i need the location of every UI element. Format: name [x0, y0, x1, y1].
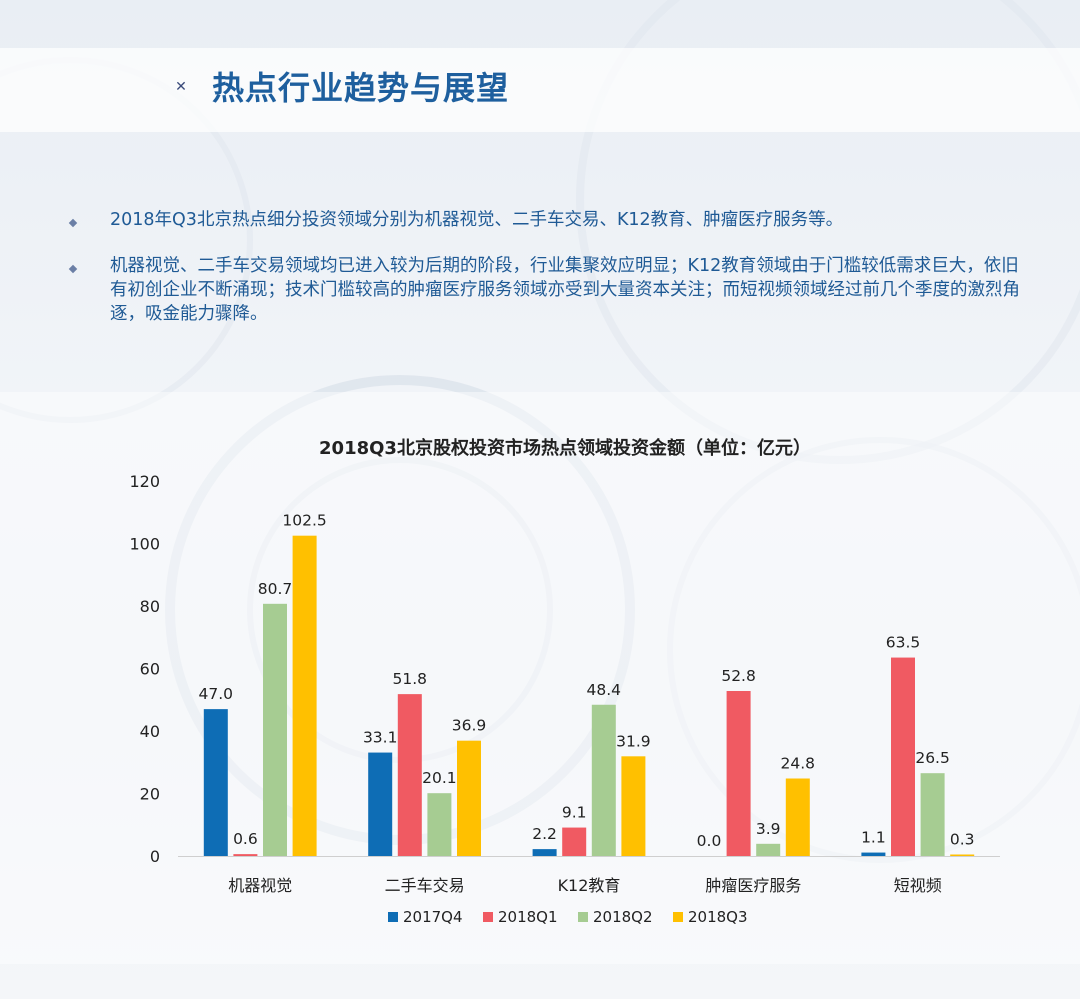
data-label: 52.8: [721, 667, 756, 685]
legend-label: 2017Q4: [403, 908, 463, 926]
data-label: 20.1: [422, 769, 457, 787]
category-label: 短视频: [894, 876, 942, 895]
data-label: 102.5: [282, 512, 326, 530]
bar: [785, 778, 810, 856]
category-label: 机器视觉: [228, 876, 292, 895]
bar: [756, 843, 781, 856]
value-labels: 47.0 0.6 80.7 102.5 33.1 51.8 20.1 36.9 2.2 9.1 48…: [199, 512, 975, 850]
chart-panel: 2018Q3北京股权投资市场热点领域投资金额（单位：亿元） 0 20 40 60 80 1…: [0, 392, 1080, 964]
data-label: 31.9: [616, 732, 651, 750]
bar-chart: 2018Q3北京股权投资市场热点领域投资金额（单位：亿元） 0 20 40 60 80 1…: [129, 437, 1000, 926]
y-tick-label: 20: [140, 785, 160, 804]
y-tick-label: 120: [129, 472, 160, 491]
data-label: 24.8: [781, 755, 816, 773]
bullet-text: 2018年Q3北京热点细分投资领域分别为机器视觉、二手车交易、K12教育、肿瘤医…: [110, 210, 844, 230]
data-label: 48.4: [587, 681, 622, 699]
header-band: [0, 48, 1080, 132]
data-label: 51.8: [393, 670, 428, 688]
bullet-icon: [68, 264, 78, 274]
bullet-text: 机器视觉、二手车交易领域均已进入较为后期的阶段，行业集聚效应明显；K12教育领域…: [110, 256, 1020, 324]
data-label: 33.1: [363, 729, 398, 747]
bar: [920, 773, 945, 856]
category-label: 肿瘤医疗服务: [705, 876, 801, 895]
data-label: 9.1: [562, 804, 587, 822]
bar: [950, 854, 975, 856]
bar: [263, 603, 287, 856]
bar: [292, 535, 317, 856]
y-tick-label: 60: [140, 660, 160, 679]
legend-label: 2018Q1: [498, 908, 558, 926]
bar: [397, 694, 422, 856]
data-label: 47.0: [199, 685, 234, 703]
data-label: 2.2: [532, 825, 557, 843]
legend-swatch: [388, 912, 398, 922]
bullet-item: 机器视觉、二手车交易领域均已进入较为后期的阶段，行业集聚效应明显；K12教育领域…: [68, 254, 1030, 326]
data-label: 0.6: [233, 830, 258, 848]
bars-group: [203, 535, 975, 856]
title-bullet-icon: ✕: [175, 79, 187, 95]
legend-swatch: [578, 912, 588, 922]
y-tick-label: 40: [140, 722, 160, 741]
bar: [591, 704, 616, 856]
bar: [726, 691, 751, 856]
page-title: 热点行业趋势与展望: [212, 69, 510, 107]
y-tick-label: 80: [140, 597, 160, 616]
data-label: 3.9: [756, 820, 781, 838]
bar: [368, 752, 393, 856]
data-label: 0.3: [950, 831, 975, 849]
legend-label: 2018Q2: [593, 908, 653, 926]
chart-title: 2018Q3北京股权投资市场热点领域投资金额（单位：亿元）: [319, 437, 811, 459]
bullet-list: 2018年Q3北京热点细分投资领域分别为机器视觉、二手车交易、K12教育、肿瘤医…: [68, 208, 1030, 348]
bar: [427, 793, 452, 856]
bar: [562, 827, 587, 856]
data-label: 36.9: [452, 717, 487, 735]
bar: [233, 854, 258, 856]
data-label: 63.5: [886, 634, 921, 652]
bar: [891, 657, 915, 856]
legend: 2017Q4 2018Q1 2018Q2 2018Q3: [388, 908, 748, 926]
bar: [532, 849, 557, 856]
bar: [861, 852, 886, 856]
bar: [203, 709, 228, 856]
y-axis: 0 20 40 60 80 100 120: [129, 472, 160, 866]
data-label: 26.5: [915, 749, 950, 767]
data-label: 0.0: [697, 832, 722, 850]
bar: [621, 756, 646, 856]
category-label: 二手车交易: [385, 876, 465, 895]
legend-swatch: [483, 912, 493, 922]
data-label: 1.1: [861, 829, 886, 847]
bullet-item: 2018年Q3北京热点细分投资领域分别为机器视觉、二手车交易、K12教育、肿瘤医…: [68, 208, 1030, 232]
bar: [457, 740, 481, 856]
bullet-icon: [68, 218, 78, 228]
category-label: K12教育: [558, 876, 621, 895]
y-tick-label: 100: [129, 535, 160, 554]
y-tick-label: 0: [150, 847, 160, 866]
legend-swatch: [673, 912, 683, 922]
legend-label: 2018Q3: [688, 908, 748, 926]
data-label: 80.7: [258, 580, 293, 598]
category-labels: 机器视觉 二手车交易 K12教育 肿瘤医疗服务 短视频: [228, 876, 942, 895]
